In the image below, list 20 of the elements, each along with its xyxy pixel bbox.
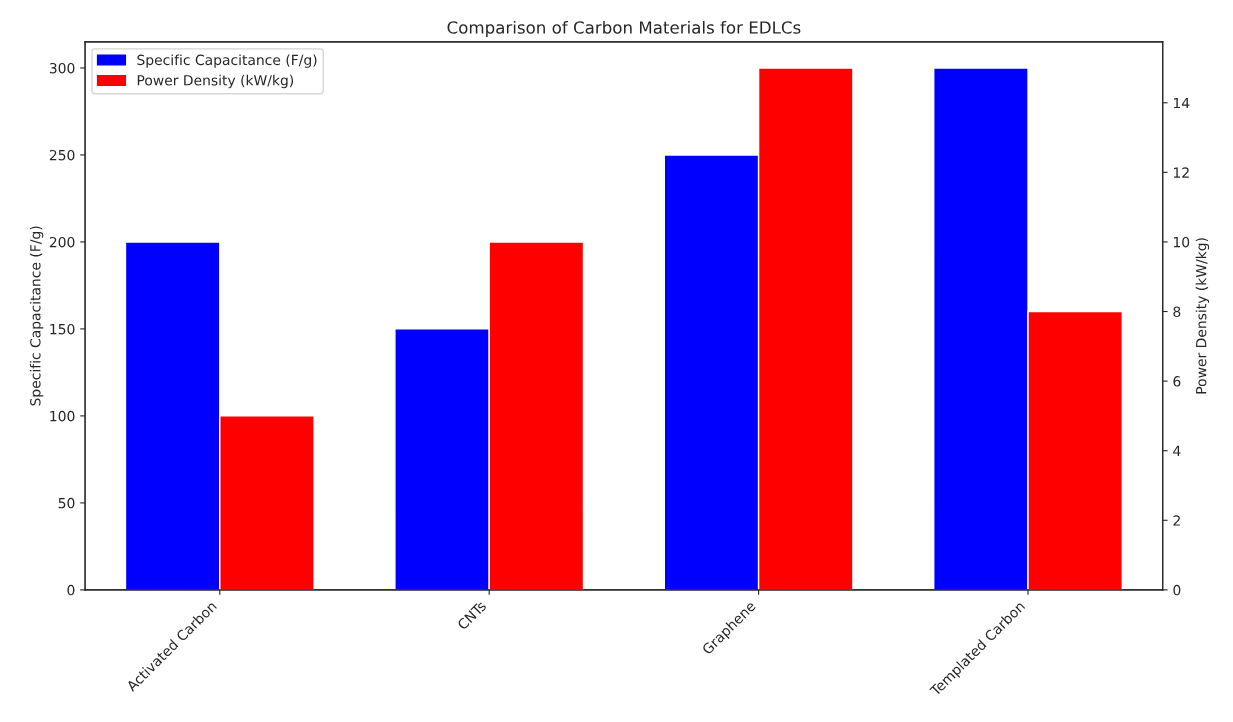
y-tick-label: 300 [49, 62, 75, 74]
y2-axis-title: Power Density (kW/kg) [1195, 238, 1210, 394]
y-axis-title: Specific Capacitance (F/g) [29, 226, 44, 406]
y2-tick-label: 6 [1173, 376, 1181, 387]
legend-label: Specific Capacitance (F/g) [137, 54, 317, 68]
y-tick-label: 200 [49, 236, 75, 248]
y2-tick-label: 4 [1173, 445, 1181, 456]
y2-tick-label: 12 [1173, 167, 1189, 178]
y2-tick-label: 0 [1173, 584, 1181, 596]
chart-title: Comparison of Carbon Materials for EDLCs [447, 20, 801, 38]
y-tick-label: 100 [50, 410, 75, 422]
y2-tick-label: 2 [1173, 515, 1180, 526]
y-tick-label: 150 [50, 323, 75, 335]
y2-tick-label: 10 [1173, 236, 1190, 248]
y2-tick-label: 8 [1173, 306, 1181, 317]
y-tick-label: 250 [49, 149, 75, 161]
y-tick-label: 0 [67, 584, 75, 596]
legend-label: Power Density (kW/kg) [137, 74, 294, 89]
y2-tick-label: 14 [1173, 97, 1190, 109]
y-tick-label: 50 [58, 497, 75, 509]
